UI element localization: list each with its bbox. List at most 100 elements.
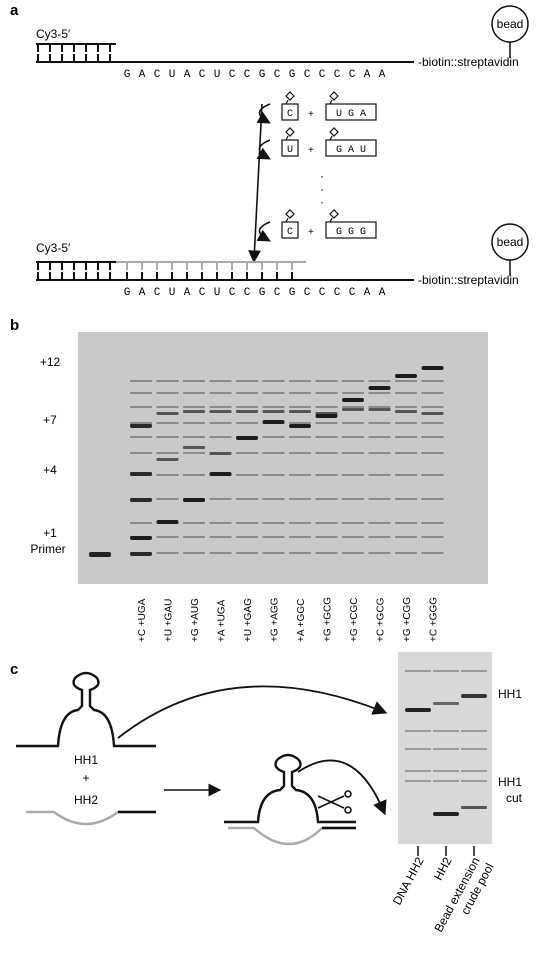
gel-band — [156, 474, 179, 476]
cy3-label-top: Cy3-5′ — [36, 27, 71, 41]
gel-band — [236, 422, 258, 424]
template-base: U — [214, 287, 221, 299]
gel-band — [156, 406, 179, 408]
gel-band — [421, 392, 444, 394]
gel-band — [405, 770, 431, 772]
gel-band — [209, 452, 232, 455]
gel-band — [395, 422, 417, 424]
gel-band — [421, 522, 444, 524]
cy3-label-bottom: Cy3-5′ — [36, 241, 71, 255]
gel-band — [262, 474, 285, 476]
template-base: G — [289, 287, 296, 299]
size-label-primer: Primer — [30, 542, 65, 556]
primer-strand-bottom — [36, 261, 306, 270]
svg-text:·: · — [320, 182, 324, 196]
gel-b-lane-label: +C +UGA — [137, 598, 148, 642]
gel-band — [315, 552, 338, 554]
gel-band — [183, 422, 205, 424]
gel-band — [156, 422, 179, 424]
gel-band — [289, 552, 311, 554]
template-base: C — [229, 287, 236, 299]
gel-band — [395, 474, 417, 476]
hh1-label: HH1 — [74, 753, 98, 767]
imidazole-icon — [329, 127, 339, 141]
gel-band — [289, 424, 311, 428]
template-base: C — [274, 287, 281, 299]
gel-b-lane-label: +U +GAU — [164, 599, 175, 642]
biotin-label-bottom: -biotin::streptavidin — [418, 273, 519, 287]
template-base: C — [199, 287, 206, 299]
gel-band — [342, 498, 364, 500]
gel-band — [183, 522, 205, 524]
plus-1: + — [308, 109, 314, 120]
gel-band — [130, 424, 152, 428]
gel-band — [130, 522, 152, 524]
gel-band — [183, 392, 205, 394]
gel-band — [236, 410, 258, 413]
gel-band — [262, 452, 285, 454]
gel-band — [315, 406, 338, 408]
template-base: G — [124, 69, 131, 81]
gel-band — [421, 474, 444, 476]
gel-band — [395, 522, 417, 524]
gel-band — [421, 498, 444, 500]
gel-band — [183, 452, 205, 454]
scissors-icon — [317, 790, 352, 814]
reaction-arrows — [248, 103, 271, 264]
gel-band — [262, 536, 285, 538]
gel-band — [183, 436, 205, 438]
gel-band — [342, 406, 364, 408]
template-base: C — [334, 287, 341, 299]
gel-band — [395, 552, 417, 554]
arrow-cut-to-gel — [297, 759, 387, 816]
template-base: A — [139, 287, 146, 299]
template-base: C — [304, 287, 311, 299]
gel-band — [130, 406, 152, 408]
gel-band — [130, 452, 152, 454]
gel-band — [405, 670, 431, 672]
hh2-label: HH2 — [74, 793, 98, 807]
gel-band — [395, 410, 417, 413]
template-base: C — [349, 287, 356, 299]
gel-band — [433, 812, 459, 816]
template-base: C — [154, 287, 161, 299]
gel-band — [395, 406, 417, 408]
gel-b-bands — [89, 366, 444, 557]
gel-band — [209, 380, 232, 382]
monomer-3: C — [287, 227, 293, 238]
gel-band — [315, 474, 338, 476]
gel-band — [156, 536, 179, 538]
gel-b-lane-label: +G +AGG — [270, 597, 281, 642]
primer-strand-top — [36, 43, 116, 52]
gel-band — [289, 536, 311, 538]
gel-band — [405, 780, 431, 782]
trimer-2: G A U — [336, 145, 366, 156]
panel-b: b +12 +7 +4 +1 Primer +C +UGA +U +GAU +G +… — [10, 317, 488, 642]
gel-band — [395, 374, 417, 378]
gel-band — [156, 392, 179, 394]
template-base: C — [229, 69, 236, 81]
gel-band — [421, 366, 444, 370]
gel-band — [289, 474, 311, 476]
gel-c-bands — [405, 670, 487, 816]
plus-2: + — [308, 145, 314, 156]
gel-band — [209, 552, 232, 554]
reaction-1: C + U G A — [281, 91, 377, 121]
gel-band — [368, 474, 391, 476]
gel-band — [262, 410, 285, 413]
gel-b-lane-label: +C +GCG — [376, 597, 387, 642]
template-strand-top — [36, 54, 414, 63]
gel-band — [342, 422, 364, 424]
gel-band — [421, 536, 444, 538]
gel-band — [183, 380, 205, 382]
gel-band — [209, 410, 232, 413]
gel-band — [236, 474, 258, 476]
gel-band — [421, 422, 444, 424]
gel-b — [78, 332, 488, 584]
size-label-4: +4 — [43, 463, 57, 477]
gel-band — [209, 406, 232, 408]
template-base: A — [184, 287, 191, 299]
gel-b-lane-label: +G +CGG — [402, 597, 413, 642]
bead-label-top: bead — [497, 17, 524, 31]
